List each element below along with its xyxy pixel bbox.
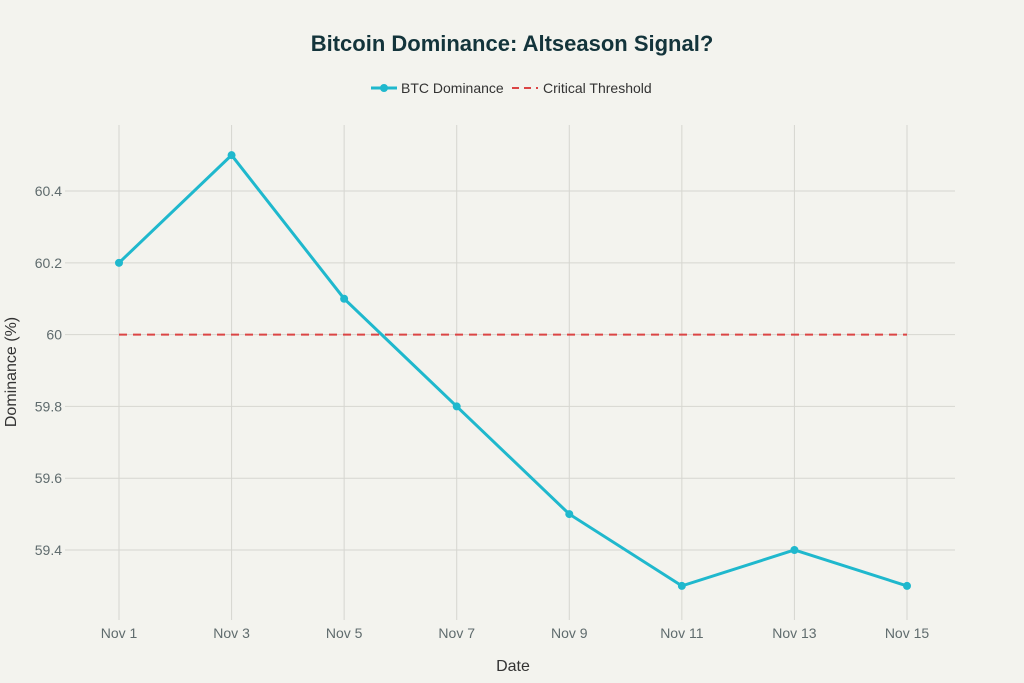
x-tick-label: Nov 13 <box>772 625 817 641</box>
legend-label: Critical Threshold <box>543 80 652 96</box>
x-axis-label: Date <box>496 658 530 675</box>
y-tick-label: 59.8 <box>35 398 62 414</box>
y-tick-label: 60.4 <box>35 183 62 199</box>
data-point <box>903 581 911 590</box>
data-point <box>677 581 686 590</box>
legend-label: BTC Dominance <box>401 80 504 96</box>
data-point <box>340 294 349 303</box>
y-axis-label: Dominance (%) <box>3 317 20 427</box>
x-tick-label: Nov 5 <box>326 625 363 641</box>
legend: BTC Dominance Critical Threshold <box>371 80 652 96</box>
data-point <box>790 546 799 555</box>
x-tick-label: Nov 1 <box>101 625 138 641</box>
y-tick-label: 60.2 <box>35 255 62 271</box>
x-tick-label: Nov 11 <box>660 625 704 641</box>
data-point <box>565 510 574 519</box>
x-tick-label: Nov 9 <box>551 625 588 641</box>
chart-title: Bitcoin Dominance: Altseason Signal? <box>311 31 714 56</box>
y-tick-label: 59.6 <box>35 470 62 486</box>
data-point <box>115 258 123 267</box>
data-point <box>452 402 461 411</box>
x-tick-label: Nov 3 <box>213 625 250 641</box>
y-tick-label: 60 <box>46 327 62 343</box>
x-tick-label: Nov 15 <box>885 625 930 641</box>
x-tick-label: Nov 7 <box>438 625 475 641</box>
legend-item-threshold[interactable]: Critical Threshold <box>512 80 652 96</box>
data-point <box>227 151 236 160</box>
legend-item-btc[interactable]: BTC Dominance <box>371 80 504 96</box>
btc-dominance-line <box>117 152 908 588</box>
y-tick-label: 59.4 <box>35 542 62 558</box>
